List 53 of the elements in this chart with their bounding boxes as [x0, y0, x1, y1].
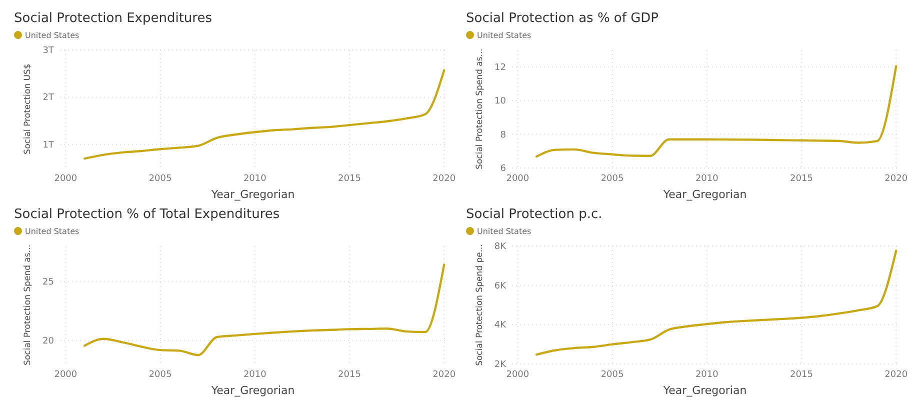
chart-title: Social Protection p.c.	[466, 207, 602, 222]
y-tick-label: 1T	[42, 140, 54, 150]
line-series	[84, 264, 446, 356]
x-tick-label: 2005	[600, 174, 624, 184]
legend-label: United States	[477, 227, 532, 236]
x-axis-title: Year_Gregorian	[210, 188, 295, 201]
y-axis-title: Social Protection Spend pe...	[475, 244, 485, 366]
x-tick-label: 2000	[506, 174, 530, 184]
y-tick-label: 2T	[42, 93, 54, 104]
y-tick-label: 25	[42, 277, 54, 288]
x-tick-label: 2005	[148, 174, 172, 184]
x-tick-label: 2015	[338, 174, 361, 184]
x-tick-label: 2020	[432, 174, 456, 184]
x-tick-label: 2015	[338, 370, 361, 380]
y-axis-title: Social Protection US$	[23, 64, 33, 154]
line-series	[84, 69, 446, 160]
y-tick-label: 6K	[494, 281, 508, 292]
x-tick-label: 2015	[790, 370, 813, 380]
x-axis-title: Year_Gregorian	[662, 188, 747, 201]
x-tick-label: 2005	[600, 370, 624, 380]
x-tick-label: 2000	[54, 370, 78, 380]
y-tick-label: 10	[494, 96, 506, 107]
y-axis-title: Social Protection Spend as...	[23, 244, 33, 366]
x-tick-label: 2010	[243, 174, 267, 184]
y-tick-label: 2K	[494, 360, 508, 370]
x-tick-label: 2010	[695, 370, 719, 380]
y-tick-label: 4K	[494, 320, 508, 331]
y-tick-label: 6	[500, 164, 506, 174]
y-tick-label: 3T	[42, 46, 54, 56]
line-series	[536, 250, 898, 356]
x-tick-label: 2020	[432, 370, 456, 380]
x-tick-label: 2000	[54, 174, 78, 184]
legend-label: United States	[25, 31, 80, 40]
x-axis-title: Year_Gregorian	[210, 384, 295, 397]
y-tick-label: 8K	[494, 242, 508, 252]
x-tick-label: 2010	[243, 370, 267, 380]
chart-title: Social Protection % of Total Expenditures	[14, 207, 280, 222]
line-series	[536, 65, 898, 158]
chart-title: Social Protection as % of GDP	[466, 11, 659, 26]
chart-title: Social Protection Expenditures	[14, 11, 212, 26]
x-tick-label: 2010	[695, 174, 719, 184]
x-tick-label: 2015	[790, 174, 813, 184]
x-axis-title: Year_Gregorian	[662, 384, 747, 397]
x-tick-label: 2020	[884, 370, 908, 380]
x-tick-label: 2000	[506, 370, 530, 380]
y-tick-label: 12	[494, 62, 506, 73]
x-tick-label: 2020	[884, 174, 908, 184]
x-tick-label: 2005	[148, 370, 172, 380]
legend-label: United States	[477, 31, 532, 40]
y-axis-title: Social Protection Spend as...	[475, 48, 485, 170]
legend-label: United States	[25, 227, 80, 236]
y-tick-label: 20	[42, 336, 54, 346]
y-tick-label: 8	[500, 130, 506, 140]
